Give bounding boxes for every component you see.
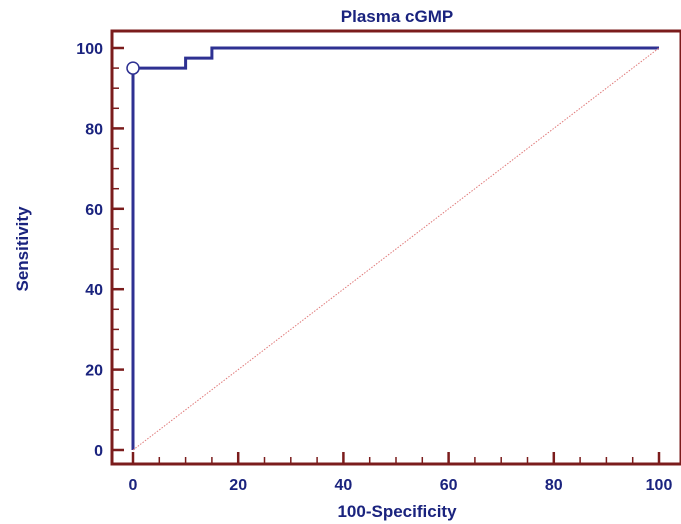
y-axis-ticks: 0 20 40 60 80 100: [76, 41, 124, 460]
x-tick-label: 80: [545, 477, 563, 494]
plot-marks: [126, 46, 660, 451]
chart-title: Plasma cGMP: [341, 7, 453, 26]
x-tick-label: 20: [229, 477, 247, 494]
y-tick-label: 0: [94, 443, 103, 460]
x-axis-ticks: 0 20 40 60 80 100: [129, 452, 673, 494]
x-tick-label: 60: [440, 477, 458, 494]
x-tick-label: 100: [646, 477, 673, 494]
x-axis-label: 100-Specificity: [337, 502, 457, 521]
reference-diagonal-line: [132, 47, 660, 451]
y-tick-label: 60: [85, 202, 103, 219]
y-tick-label: 40: [85, 282, 103, 299]
y-axis-label: Sensitivity: [13, 206, 32, 292]
x-tick-label: 0: [129, 477, 138, 494]
optimal-cutoff-marker: [126, 61, 140, 75]
y-tick-label: 20: [85, 363, 103, 380]
y-tick-label: 100: [76, 41, 103, 58]
y-tick-label: 80: [85, 121, 103, 138]
x-tick-label: 40: [335, 477, 353, 494]
